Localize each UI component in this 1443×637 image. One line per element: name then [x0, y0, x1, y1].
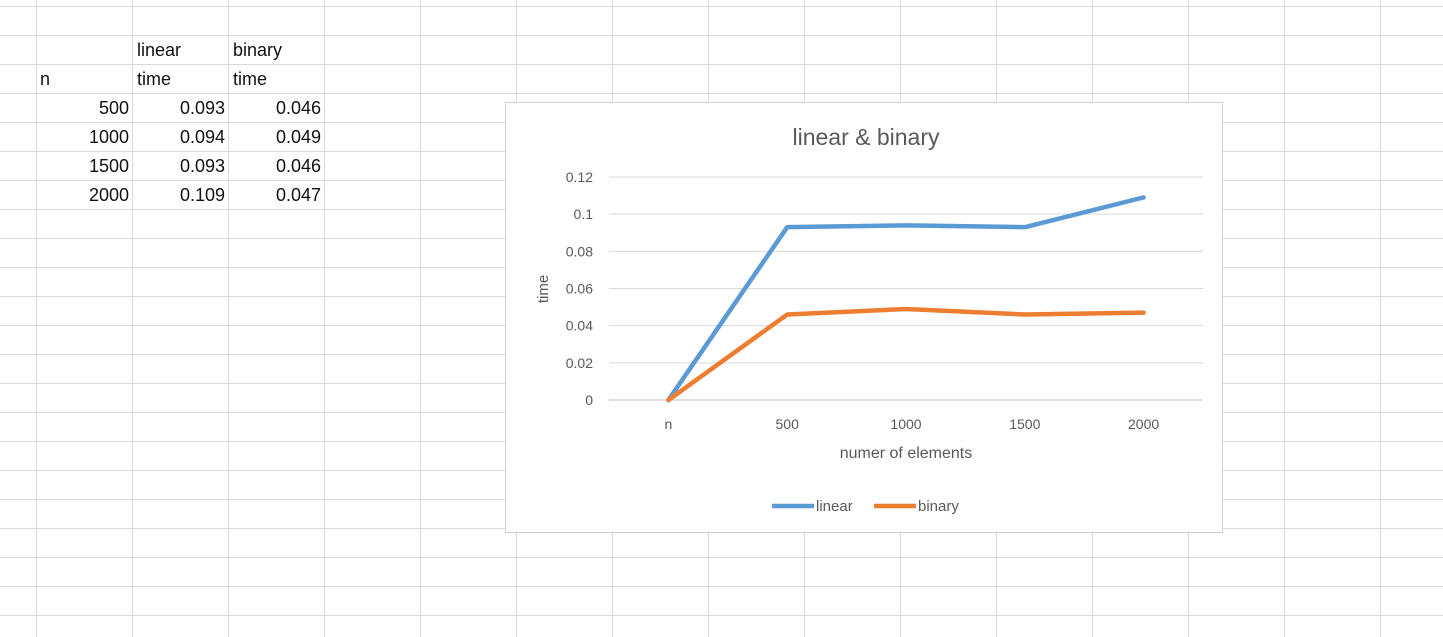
cell-a2-n-header[interactable]: n	[40, 69, 51, 89]
series-line-linear[interactable]	[666, 195, 1146, 403]
cell-c1-binary-header[interactable]: binary	[233, 40, 283, 60]
y-tick-label: 0.06	[566, 281, 593, 297]
legend-label: binary	[918, 498, 959, 515]
cell-n-row-2[interactable]: 1000	[88, 127, 129, 147]
cell-c2-time-header[interactable]: time	[233, 69, 268, 89]
cell-n-row-4[interactable]: 2000	[88, 185, 129, 205]
x-axis-title[interactable]: numer of elements	[840, 445, 973, 462]
y-tick-label: 0.1	[574, 206, 594, 222]
cell-binary-row-3[interactable]: 0.046	[275, 156, 321, 176]
chart-container[interactable]: linear & binary 0 0.02 0.04 0.06 0.08 0.1 0.12…	[505, 102, 1223, 533]
cell-binary-row-4[interactable]: 0.047	[275, 185, 321, 205]
y-tick-label: 0.02	[566, 355, 593, 371]
cell-linear-row-1[interactable]: 0.093	[179, 98, 225, 118]
y-tick-label: 0.04	[566, 318, 593, 334]
cell-binary-row-2[interactable]: 0.049	[275, 127, 321, 147]
cell-b1-linear-header[interactable]: linear	[137, 40, 182, 60]
x-tick-label: 1500	[1009, 416, 1040, 432]
x-tick-label: n	[665, 416, 673, 432]
y-tick-label: 0	[585, 392, 593, 408]
series-line-binary[interactable]	[666, 306, 1146, 403]
y-axis-title[interactable]: time	[535, 275, 552, 303]
x-tick-label: 500	[776, 416, 800, 432]
y-tick-label: 0.08	[566, 243, 593, 259]
legend-item-binary[interactable]: binary	[874, 498, 959, 515]
cell-linear-row-4[interactable]: 0.109	[179, 185, 225, 205]
cell-linear-row-2[interactable]: 0.094	[179, 127, 225, 147]
chart-title[interactable]: linear & binary	[792, 124, 940, 150]
legend-item-linear[interactable]: linear	[772, 498, 853, 515]
x-tick-label: 1000	[890, 416, 921, 432]
line-chart: linear & binary 0 0.02 0.04 0.06 0.08 0.1 0.12…	[535, 124, 1203, 515]
y-tick-label: 0.12	[566, 169, 593, 185]
cell-n-row-3[interactable]: 1500	[88, 156, 129, 176]
chart-legend[interactable]: linear binary	[772, 498, 959, 515]
cell-binary-row-1[interactable]: 0.046	[275, 98, 321, 118]
x-tick-label: 2000	[1128, 416, 1159, 432]
legend-label: linear	[816, 498, 853, 515]
cell-linear-row-3[interactable]: 0.093	[179, 156, 225, 176]
cell-n-row-1[interactable]: 500	[98, 98, 129, 118]
cell-b2-time-header[interactable]: time	[137, 69, 172, 89]
